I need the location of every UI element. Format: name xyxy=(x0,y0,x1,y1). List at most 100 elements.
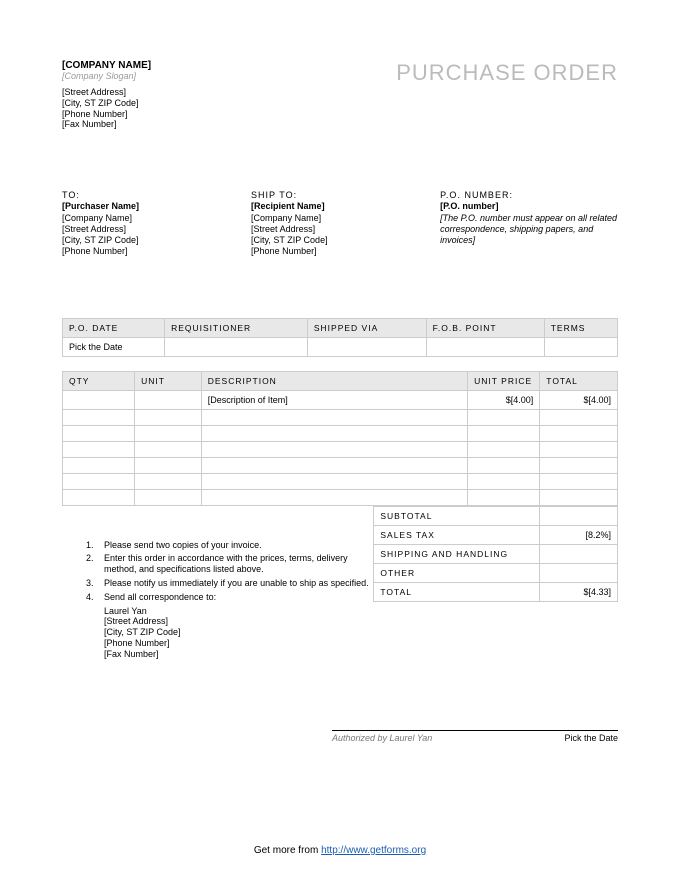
totals-value xyxy=(540,544,618,563)
items-col: QTY xyxy=(63,371,135,390)
table-row xyxy=(63,425,618,441)
ponum-note: [The P.O. number must appear on all rela… xyxy=(440,213,618,247)
shipto-block: SHIP TO: [Recipient Name] [Company Name]… xyxy=(251,190,429,258)
footer: Get more from http://www.getforms.org xyxy=(0,845,680,856)
to-block: TO: [Purchaser Name] [Company Name] [Str… xyxy=(62,190,240,258)
notes-block: Please send two copies of your invoice. E… xyxy=(62,506,373,660)
totals-value xyxy=(540,563,618,582)
items-cell xyxy=(468,489,540,505)
header-cell xyxy=(426,337,544,356)
items-cell xyxy=(540,409,618,425)
items-cell: $[4.00] xyxy=(468,390,540,409)
items-cell xyxy=(540,441,618,457)
totals-label: SHIPPING AND HANDLING xyxy=(374,544,540,563)
items-cell xyxy=(201,489,467,505)
items-cell xyxy=(63,441,135,457)
to-company: [Company Name] xyxy=(62,213,240,224)
note-sub: [Fax Number] xyxy=(62,649,373,660)
company-slogan: [Company Slogan] xyxy=(62,71,151,81)
items-cell xyxy=(135,457,202,473)
totals-label: SUBTOTAL xyxy=(374,506,540,525)
items-cell xyxy=(63,409,135,425)
items-cell xyxy=(63,489,135,505)
to-label: TO: xyxy=(62,190,240,201)
items-cell xyxy=(468,473,540,489)
doc-title: PURCHASE ORDER xyxy=(396,60,618,86)
ponum-label: P.O. NUMBER: xyxy=(440,190,618,201)
totals-value: $[4.33] xyxy=(540,582,618,601)
items-cell xyxy=(201,457,467,473)
signature-line: Authorized by Laurel Yan Pick the Date xyxy=(332,730,618,743)
note-sub: [Phone Number] xyxy=(62,638,373,649)
totals-label: TOTAL xyxy=(374,582,540,601)
items-cell xyxy=(540,473,618,489)
signature-date: Pick the Date xyxy=(564,733,618,743)
header-cell xyxy=(544,337,617,356)
items-cell xyxy=(201,425,467,441)
items-cell: $[4.00] xyxy=(540,390,618,409)
authorized-by: Authorized by Laurel Yan xyxy=(332,733,432,743)
items-cell xyxy=(135,390,202,409)
header-col: P.O. DATE xyxy=(63,318,165,337)
header-cell: Pick the Date xyxy=(63,337,165,356)
footer-link[interactable]: http://www.getforms.org xyxy=(321,845,426,856)
totals-value: [8.2%] xyxy=(540,525,618,544)
to-street: [Street Address] xyxy=(62,224,240,235)
note-item: Send all correspondence to: xyxy=(96,592,373,603)
items-cell xyxy=(135,425,202,441)
items-cell xyxy=(468,441,540,457)
note-sub: [Street Address] xyxy=(62,616,373,627)
to-cityzip: [City, ST ZIP Code] xyxy=(62,235,240,246)
company-cityzip: [City, ST ZIP Code] xyxy=(62,98,151,109)
items-cell xyxy=(201,441,467,457)
shipto-company: [Company Name] xyxy=(251,213,429,224)
items-cell xyxy=(468,425,540,441)
header-table: P.O. DATEREQUISITIONERSHIPPED VIAF.O.B. … xyxy=(62,318,618,357)
items-cell xyxy=(135,489,202,505)
items-cell xyxy=(468,457,540,473)
items-col: DESCRIPTION xyxy=(201,371,467,390)
table-row xyxy=(63,473,618,489)
header-col: F.O.B. POINT xyxy=(426,318,544,337)
items-cell xyxy=(135,473,202,489)
shipto-label: SHIP TO: xyxy=(251,190,429,201)
totals-block: SUBTOTALSALES TAX[8.2%]SHIPPING AND HAND… xyxy=(373,506,618,660)
items-cell xyxy=(63,425,135,441)
header-col: TERMS xyxy=(544,318,617,337)
items-table: QTYUNITDESCRIPTIONUNIT PRICETOTAL [Descr… xyxy=(62,371,618,506)
header-col: REQUISITIONER xyxy=(165,318,308,337)
to-name: [Purchaser Name] xyxy=(62,201,240,212)
items-cell xyxy=(135,409,202,425)
table-row xyxy=(63,489,618,505)
note-sub: Laurel Yan xyxy=(62,606,373,617)
table-row: [Description of Item]$[4.00]$[4.00] xyxy=(63,390,618,409)
shipto-phone: [Phone Number] xyxy=(251,246,429,257)
footer-prefix: Get more from xyxy=(254,845,321,856)
items-col: UNIT xyxy=(135,371,202,390)
items-cell xyxy=(540,425,618,441)
company-street: [Street Address] xyxy=(62,87,151,98)
header-cell xyxy=(165,337,308,356)
table-row xyxy=(63,441,618,457)
shipto-name: [Recipient Name] xyxy=(251,201,429,212)
totals-label: SALES TAX xyxy=(374,525,540,544)
items-cell xyxy=(468,409,540,425)
items-cell xyxy=(63,457,135,473)
items-col: TOTAL xyxy=(540,371,618,390)
note-sub: [City, ST ZIP Code] xyxy=(62,627,373,638)
ponum-value: [P.O. number] xyxy=(440,201,618,212)
header-col: SHIPPED VIA xyxy=(307,318,426,337)
items-col: UNIT PRICE xyxy=(468,371,540,390)
company-block: [COMPANY NAME] [Company Slogan] [Street … xyxy=(62,60,151,130)
to-phone: [Phone Number] xyxy=(62,246,240,257)
items-cell xyxy=(201,473,467,489)
items-cell xyxy=(540,457,618,473)
table-row xyxy=(63,409,618,425)
note-item: Please send two copies of your invoice. xyxy=(96,540,373,551)
items-cell xyxy=(135,441,202,457)
note-item: Enter this order in accordance with the … xyxy=(96,553,373,575)
note-item: Please notify us immediately if you are … xyxy=(96,578,373,589)
ponum-block: P.O. NUMBER: [P.O. number] [The P.O. num… xyxy=(440,190,618,258)
totals-label: OTHER xyxy=(374,563,540,582)
company-name: [COMPANY NAME] xyxy=(62,60,151,71)
